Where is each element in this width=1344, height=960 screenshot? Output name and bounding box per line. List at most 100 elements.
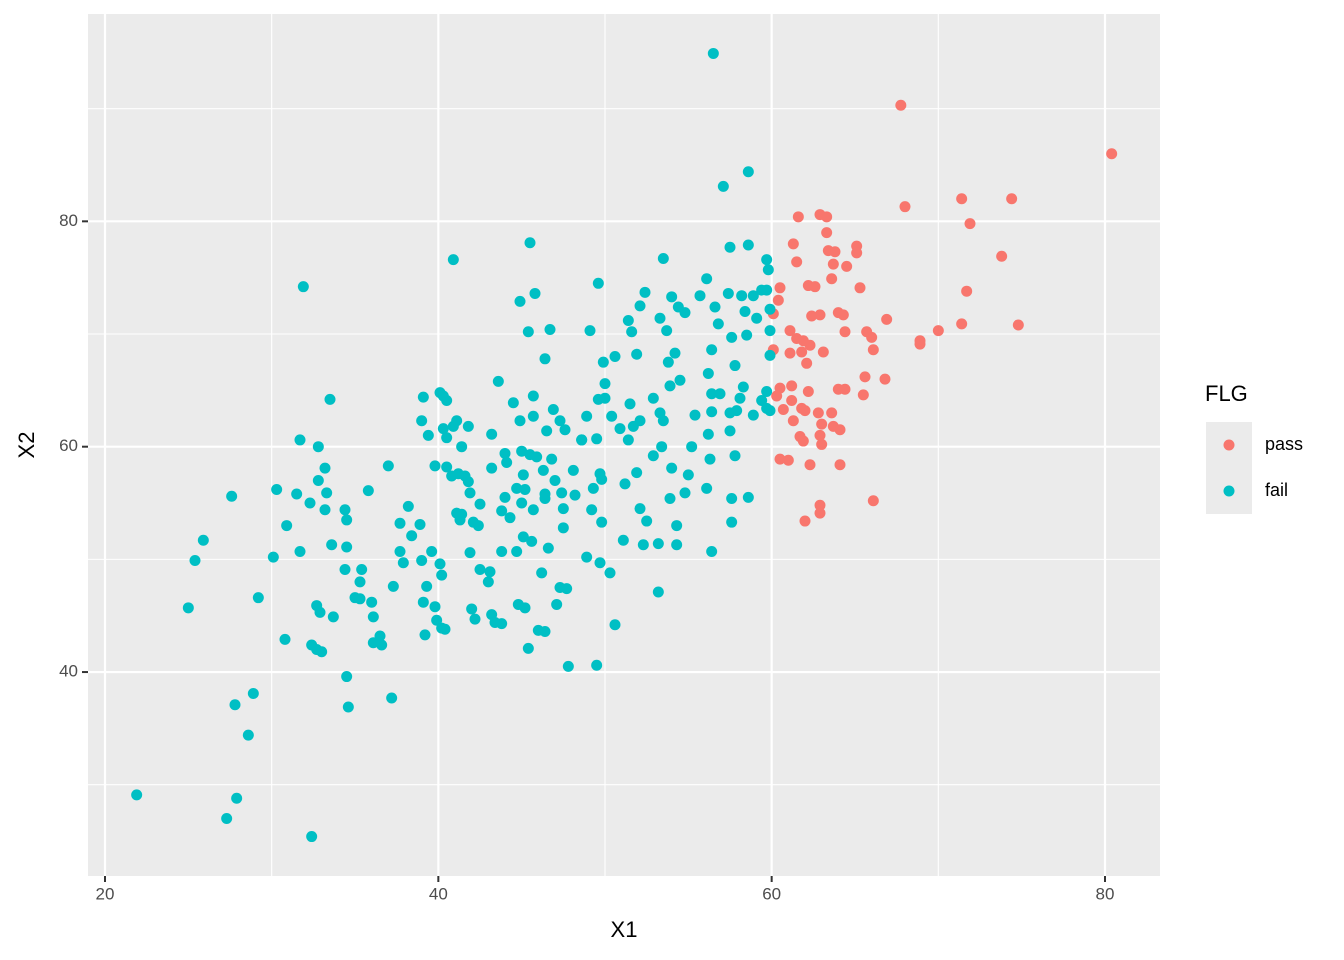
- point: [854, 282, 866, 294]
- point: [641, 515, 653, 527]
- point: [599, 392, 611, 404]
- point: [416, 415, 428, 427]
- point: [314, 606, 326, 618]
- point: [961, 285, 973, 297]
- point: [761, 284, 773, 296]
- point: [421, 580, 433, 592]
- point: [536, 567, 548, 579]
- point: [596, 516, 608, 528]
- point: [271, 484, 283, 496]
- point: [786, 380, 798, 392]
- point: [267, 551, 279, 563]
- point: [809, 281, 821, 293]
- point: [406, 530, 418, 542]
- point: [714, 388, 726, 400]
- point: [796, 346, 808, 358]
- point: [304, 497, 316, 509]
- point: [531, 451, 543, 463]
- point: [472, 520, 484, 532]
- point: [394, 517, 406, 529]
- point: [441, 461, 453, 473]
- point: [664, 380, 676, 392]
- point: [312, 441, 324, 453]
- point: [617, 534, 629, 546]
- legend-label: fail: [1265, 480, 1288, 500]
- point: [514, 295, 526, 307]
- legend-label: pass: [1265, 434, 1303, 454]
- point: [806, 310, 818, 322]
- point: [569, 489, 581, 501]
- point: [356, 564, 368, 576]
- point: [559, 424, 571, 436]
- point: [761, 254, 773, 266]
- point: [599, 378, 611, 390]
- point: [326, 539, 338, 551]
- point: [556, 487, 568, 499]
- point: [339, 564, 351, 576]
- point: [539, 625, 551, 637]
- x-tick-label: 20: [96, 884, 115, 903]
- point: [637, 539, 649, 551]
- point: [671, 520, 683, 532]
- point: [647, 392, 659, 404]
- point: [726, 516, 738, 528]
- point: [706, 406, 718, 418]
- point: [814, 499, 826, 511]
- point: [609, 351, 621, 363]
- point: [402, 500, 414, 512]
- point: [341, 514, 353, 526]
- point: [722, 287, 734, 299]
- point: [606, 410, 618, 422]
- point: [474, 564, 486, 576]
- point: [354, 576, 366, 588]
- point: [867, 344, 879, 356]
- point: [416, 554, 428, 566]
- point: [387, 580, 399, 592]
- point: [517, 469, 529, 481]
- point: [661, 325, 673, 337]
- point: [516, 497, 528, 509]
- point: [821, 211, 833, 223]
- point: [221, 813, 233, 825]
- point: [557, 522, 569, 534]
- point: [657, 415, 669, 427]
- point: [362, 485, 374, 497]
- point: [539, 353, 551, 365]
- point: [666, 462, 678, 474]
- point: [1006, 193, 1018, 205]
- point: [747, 409, 759, 421]
- point: [486, 428, 498, 440]
- point: [786, 394, 798, 406]
- point: [829, 246, 841, 258]
- point: [544, 324, 556, 336]
- point: [604, 567, 616, 579]
- point: [726, 331, 738, 343]
- point: [466, 603, 478, 615]
- point: [514, 415, 526, 427]
- point: [316, 646, 328, 658]
- point: [342, 701, 354, 713]
- point: [747, 290, 759, 302]
- point: [826, 273, 838, 285]
- point: [804, 459, 816, 471]
- point: [724, 425, 736, 437]
- point: [541, 425, 553, 437]
- point: [429, 460, 441, 472]
- point: [791, 256, 803, 268]
- point: [614, 423, 626, 435]
- point: [764, 303, 776, 315]
- point: [554, 415, 566, 427]
- point: [312, 474, 324, 486]
- point: [419, 629, 431, 641]
- point: [816, 418, 828, 430]
- point: [297, 281, 309, 293]
- point: [247, 687, 259, 699]
- point: [562, 660, 574, 672]
- y-tick-label: 80: [59, 211, 78, 230]
- point: [597, 356, 609, 368]
- point: [764, 325, 776, 337]
- point: [739, 305, 751, 317]
- point: [197, 534, 209, 546]
- point: [1106, 148, 1118, 160]
- point: [814, 309, 826, 321]
